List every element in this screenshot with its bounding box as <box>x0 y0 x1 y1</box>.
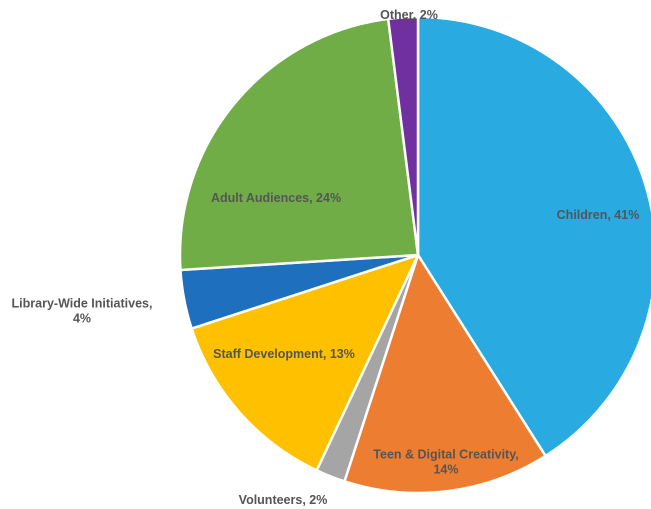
data-label-line: 4% <box>73 312 91 326</box>
data-label-staff-development: Staff Development, 13% <box>213 347 355 361</box>
data-label-line: Library-Wide Initiatives, <box>12 297 153 311</box>
data-label-line: Staff Development, 13% <box>213 347 355 361</box>
pie-slice-teen-and-digital-creativity <box>343 253 547 495</box>
data-label-volunteers: Volunteers, 2% <box>239 493 328 507</box>
data-label-line: Adult Audiences, 24% <box>211 191 341 205</box>
data-label-line: Other, 2% <box>380 8 438 22</box>
data-label-line: Volunteers, 2% <box>239 493 328 507</box>
pie-slice-other <box>386 15 420 257</box>
data-label-children: Children, 41% <box>557 208 640 222</box>
data-label-library-wide-initiatives: Library-Wide Initiatives, 4% <box>12 297 153 326</box>
pie-data-labels: Children, 41% Teen & Digital Creativity, 1… <box>12 8 640 507</box>
pie-slice-adult-audiences <box>178 17 420 272</box>
data-label-teen-and-digital-creativity: Teen & Digital Creativity, 14% <box>373 448 518 477</box>
data-label-line: Children, 41% <box>557 208 640 222</box>
data-label-line: Teen & Digital Creativity, <box>373 448 518 462</box>
data-label-line: 14% <box>433 463 458 477</box>
pie-slices <box>178 15 651 495</box>
pie-slice-staff-development <box>190 253 420 472</box>
data-label-other: Other, 2% <box>380 8 438 22</box>
data-label-adult-audiences: Adult Audiences, 24% <box>211 191 341 205</box>
